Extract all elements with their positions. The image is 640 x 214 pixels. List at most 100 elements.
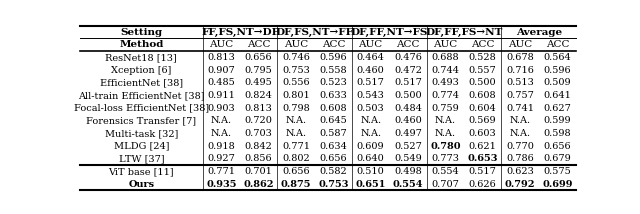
Text: N.A.: N.A. (211, 129, 232, 138)
Text: 0.927: 0.927 (207, 154, 236, 163)
Text: 0.842: 0.842 (244, 142, 273, 151)
Text: 0.596: 0.596 (319, 53, 347, 62)
Text: 0.753: 0.753 (318, 180, 349, 189)
Text: N.A.: N.A. (285, 129, 307, 138)
Text: 0.510: 0.510 (356, 167, 385, 176)
Text: 0.856: 0.856 (245, 154, 273, 163)
Text: FF,FS,NT→DF: FF,FS,NT→DF (201, 28, 279, 37)
Text: 0.656: 0.656 (245, 53, 273, 62)
Text: N.A.: N.A. (435, 129, 456, 138)
Text: 0.824: 0.824 (244, 91, 273, 100)
Text: 0.813: 0.813 (207, 53, 236, 62)
Text: 0.744: 0.744 (431, 65, 460, 74)
Text: N.A.: N.A. (435, 116, 456, 125)
Text: 0.911: 0.911 (207, 91, 236, 100)
Text: 0.604: 0.604 (468, 104, 497, 113)
Text: 0.608: 0.608 (319, 104, 347, 113)
Text: 0.720: 0.720 (244, 116, 273, 125)
Text: AUC: AUC (508, 40, 532, 49)
Text: All-train EfficientNet [38]: All-train EfficientNet [38] (78, 91, 205, 100)
Text: 0.651: 0.651 (355, 180, 386, 189)
Text: ResNet18 [13]: ResNet18 [13] (106, 53, 177, 62)
Text: 0.609: 0.609 (357, 142, 385, 151)
Text: N.A.: N.A. (360, 116, 381, 125)
Text: LTW [37]: LTW [37] (118, 154, 164, 163)
Text: 0.759: 0.759 (431, 104, 459, 113)
Text: 0.596: 0.596 (543, 65, 571, 74)
Text: 0.503: 0.503 (356, 104, 385, 113)
Text: 0.575: 0.575 (543, 167, 572, 176)
Text: 0.464: 0.464 (356, 53, 385, 62)
Text: 0.582: 0.582 (319, 167, 347, 176)
Text: 0.564: 0.564 (543, 53, 572, 62)
Text: 0.862: 0.862 (243, 180, 274, 189)
Text: 0.627: 0.627 (543, 104, 572, 113)
Text: DF,FF,NT→FS: DF,FF,NT→FS (351, 28, 428, 37)
Text: 0.640: 0.640 (356, 154, 385, 163)
Text: 0.678: 0.678 (506, 53, 534, 62)
Text: 0.509: 0.509 (543, 78, 571, 87)
Text: 0.645: 0.645 (319, 116, 347, 125)
Text: 0.773: 0.773 (431, 154, 460, 163)
Text: 0.633: 0.633 (319, 91, 348, 100)
Text: N.A.: N.A. (509, 129, 531, 138)
Text: 0.688: 0.688 (431, 53, 459, 62)
Text: 0.498: 0.498 (394, 167, 422, 176)
Text: ACC: ACC (247, 40, 270, 49)
Text: AUC: AUC (284, 40, 308, 49)
Text: 0.476: 0.476 (394, 53, 422, 62)
Text: 0.741: 0.741 (506, 104, 534, 113)
Text: MLDG [24]: MLDG [24] (113, 142, 169, 151)
Text: Method: Method (119, 40, 163, 49)
Text: ACC: ACC (396, 40, 420, 49)
Text: 0.703: 0.703 (244, 129, 273, 138)
Text: 0.500: 0.500 (394, 91, 422, 100)
Text: 0.517: 0.517 (394, 78, 422, 87)
Text: 0.771: 0.771 (282, 142, 310, 151)
Text: 0.907: 0.907 (207, 65, 235, 74)
Text: 0.523: 0.523 (319, 78, 348, 87)
Text: 0.460: 0.460 (394, 116, 422, 125)
Text: DF,FF,FS→NT: DF,FF,FS→NT (426, 28, 502, 37)
Text: N.A.: N.A. (360, 129, 381, 138)
Text: 0.500: 0.500 (469, 78, 497, 87)
Text: 0.757: 0.757 (506, 91, 534, 100)
Text: 0.716: 0.716 (506, 65, 534, 74)
Text: 0.493: 0.493 (431, 78, 460, 87)
Text: 0.484: 0.484 (394, 104, 422, 113)
Text: 0.795: 0.795 (244, 65, 273, 74)
Text: N.A.: N.A. (285, 116, 307, 125)
Text: 0.460: 0.460 (356, 65, 385, 74)
Text: AUC: AUC (433, 40, 458, 49)
Text: 0.641: 0.641 (543, 91, 572, 100)
Text: 0.801: 0.801 (282, 91, 310, 100)
Text: 0.557: 0.557 (468, 65, 497, 74)
Text: Focal-loss EfficientNet [38]: Focal-loss EfficientNet [38] (74, 104, 209, 113)
Text: 0.472: 0.472 (394, 65, 422, 74)
Text: 0.780: 0.780 (430, 142, 461, 151)
Text: 0.753: 0.753 (282, 65, 310, 74)
Text: 0.918: 0.918 (207, 142, 235, 151)
Text: EfficientNet [38]: EfficientNet [38] (100, 78, 183, 87)
Text: 0.746: 0.746 (282, 53, 310, 62)
Text: 0.771: 0.771 (207, 167, 236, 176)
Text: 0.558: 0.558 (319, 65, 347, 74)
Text: 0.935: 0.935 (206, 180, 237, 189)
Text: Multi-task [32]: Multi-task [32] (104, 129, 178, 138)
Text: 0.517: 0.517 (356, 78, 385, 87)
Text: 0.623: 0.623 (506, 167, 534, 176)
Text: ACC: ACC (321, 40, 345, 49)
Text: 0.656: 0.656 (282, 167, 310, 176)
Text: 0.513: 0.513 (506, 78, 534, 87)
Text: ViT base [11]: ViT base [11] (109, 167, 174, 176)
Text: 0.626: 0.626 (468, 180, 497, 189)
Text: Ours: Ours (128, 180, 154, 189)
Text: 0.554: 0.554 (393, 180, 423, 189)
Text: 0.798: 0.798 (282, 104, 310, 113)
Text: DF,FS,NT→FF: DF,FS,NT→FF (276, 28, 354, 37)
Text: 0.813: 0.813 (244, 104, 273, 113)
Text: 0.707: 0.707 (431, 180, 460, 189)
Text: 0.679: 0.679 (543, 154, 572, 163)
Text: 0.786: 0.786 (506, 154, 534, 163)
Text: Forensics Transfer [7]: Forensics Transfer [7] (86, 116, 196, 125)
